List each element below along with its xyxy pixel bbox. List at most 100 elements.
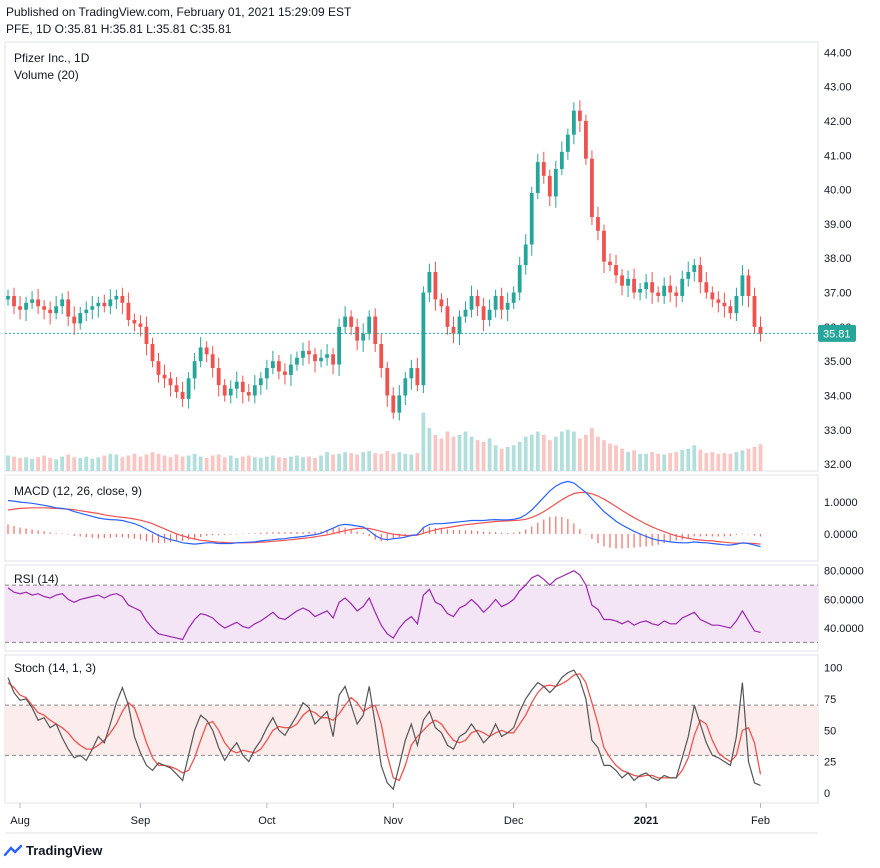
volume-bar: [752, 446, 757, 471]
candle-body: [505, 302, 510, 310]
candle-body: [60, 299, 65, 307]
macd-hist-bar: [55, 533, 57, 534]
volume-bar: [174, 454, 179, 471]
price-tick-label: 32.00: [824, 459, 852, 471]
macd-hist-bar: [79, 533, 81, 537]
macd-hist-bar: [181, 533, 184, 541]
volume-bar: [367, 451, 372, 471]
volume-bar: [421, 412, 426, 471]
candle-body: [72, 316, 77, 324]
candle-body: [156, 361, 161, 375]
volume-bar: [596, 436, 600, 471]
macd-hist-bar: [753, 533, 756, 536]
volume-bar: [463, 431, 468, 471]
volume-bar: [620, 448, 624, 471]
candle-body: [650, 282, 655, 293]
macd-hist-bar: [519, 531, 521, 534]
volume-bar: [295, 455, 299, 471]
volume-bar: [553, 436, 558, 471]
volume-bar: [252, 457, 257, 471]
macd-hist-bar: [645, 533, 647, 547]
macd-legend: MACD (12, 26, close, 9): [14, 484, 142, 498]
candle-body: [150, 344, 155, 362]
candle-body: [301, 350, 305, 358]
candle-body: [734, 295, 739, 314]
volume-bar: [523, 436, 528, 471]
macd-tick-label: 0.0000: [824, 529, 858, 541]
macd-hist-bar: [254, 533, 256, 534]
candle-body: [331, 354, 335, 365]
volume-bar: [704, 453, 709, 471]
macd-hist-bar: [163, 533, 166, 543]
footer-brand[interactable]: TradingView: [4, 843, 102, 858]
macd-hist-bar: [73, 533, 75, 536]
macd-hist-bar: [555, 516, 557, 534]
volume-bar: [565, 429, 570, 471]
volume-bar: [505, 446, 510, 471]
candle-body: [204, 347, 209, 355]
macd-hist-bar: [169, 533, 172, 543]
volume-bar: [427, 428, 432, 471]
volume-bar: [186, 455, 191, 471]
candle-body: [367, 316, 372, 334]
volume-bar: [18, 457, 22, 471]
volume-bar: [698, 449, 703, 471]
candle-body: [264, 368, 269, 379]
volume-bar: [126, 455, 131, 471]
candle-body: [126, 302, 131, 320]
candle-body: [475, 295, 480, 307]
macd-hist-bar: [133, 533, 136, 539]
macd-hist-bar: [356, 531, 358, 534]
volume-bar: [644, 453, 649, 471]
tradingview-logo-icon: [4, 844, 23, 856]
macd-hist-bar: [380, 533, 382, 542]
macd-hist-bar: [91, 533, 93, 538]
volume-bar: [722, 453, 727, 471]
macd-hist-bar: [284, 532, 286, 534]
volume-bar: [409, 454, 414, 471]
volume-bar: [632, 450, 636, 471]
candle-body: [289, 364, 293, 375]
macd-hist-bar: [633, 533, 635, 548]
candle-body: [626, 278, 630, 286]
volume-bar: [758, 444, 763, 471]
candle-body: [295, 357, 299, 365]
macd-hist-bar: [67, 533, 69, 535]
candle-body: [234, 381, 239, 389]
candlesticks: [6, 100, 763, 421]
published-header: Published on TradingView.com, February 0…: [6, 5, 352, 19]
time-tick-label: Nov: [383, 815, 403, 827]
volume-bar: [264, 456, 269, 471]
volume-bar: [66, 454, 71, 471]
volume-bar: [102, 455, 107, 471]
candle-body: [373, 316, 378, 345]
macd-signal-line: [7, 491, 761, 545]
candle-body: [30, 299, 34, 303]
candle-body: [445, 306, 450, 327]
price-tick-label: 39.00: [824, 219, 852, 231]
volume-bar: [216, 454, 221, 471]
candle-body: [361, 333, 366, 341]
macd-hist-bar: [242, 533, 244, 535]
macd-histogram: [7, 516, 762, 549]
volume-bar: [650, 452, 655, 471]
volume-bar: [439, 438, 444, 471]
macd-hist-bar: [127, 533, 129, 539]
candle-body: [553, 168, 558, 197]
volume-bar: [192, 453, 197, 471]
candle-body: [114, 295, 119, 300]
macd-hist-bar: [25, 528, 27, 534]
macd-hist-bar: [675, 533, 677, 541]
macd-hist-bar: [428, 526, 430, 534]
volume-bar: [680, 449, 685, 471]
volume-bar: [662, 454, 667, 471]
candle-body: [108, 299, 113, 307]
macd-hist-bar: [759, 533, 762, 537]
macd-hist-bar: [705, 533, 707, 537]
volume-bar: [156, 453, 161, 471]
candle-body: [493, 295, 498, 310]
macd-hist-bar: [302, 532, 304, 534]
stoch-band: [5, 705, 818, 756]
candle-body: [277, 361, 281, 372]
